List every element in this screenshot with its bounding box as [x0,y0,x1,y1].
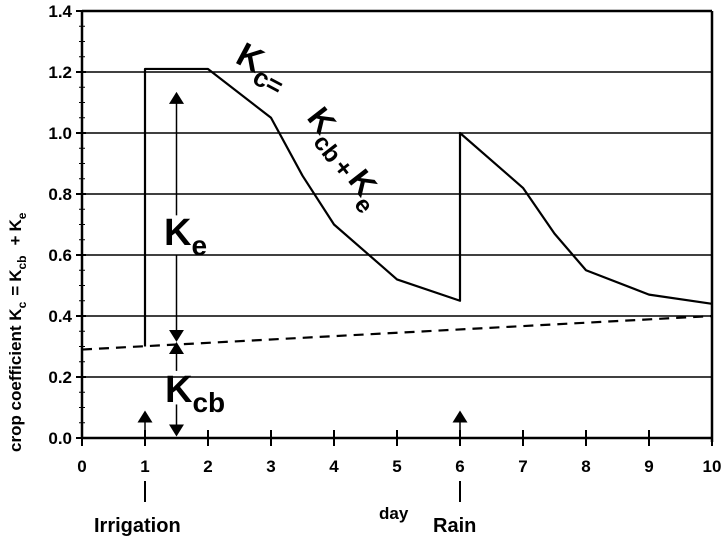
y-tick-label: 1.2 [48,63,72,82]
y-axis-label: crop coefficient Kc=Kcb+Ke [6,212,29,452]
ke-annotation: Ke [164,212,207,261]
x-tick-label: 8 [581,457,590,476]
x-tick-label: 6 [455,457,464,476]
x-tick-label: 7 [518,457,527,476]
x-tick-label: 0 [77,457,86,476]
x-tick-label: 9 [644,457,653,476]
y-tick-label: 1.4 [48,2,72,21]
x-axis-label: day [379,504,409,523]
irrigation-label: Irrigation [94,515,181,537]
sum-annotation: Kcb+Ke [289,100,397,219]
y-tick-label: 0.0 [48,429,72,448]
x-tick-label: 3 [266,457,275,476]
y-tick-label: 1.0 [48,124,72,143]
kcb-annotation: Kcb [165,369,225,418]
y-tick-label: 0.8 [48,185,72,204]
kc-line [143,67,713,347]
x-tick-label: 10 [703,457,722,476]
x-tick-label: 1 [140,457,149,476]
x-tick-label: 4 [329,457,339,476]
x-tick-label: 2 [203,457,212,476]
y-tick-label: 0.4 [48,307,72,326]
kcb-line [81,314,713,351]
x-tick-label: 5 [392,457,401,476]
y-tick-label: 0.2 [48,368,72,387]
rain-label: Rain [433,515,476,537]
y-tick-label: 0.6 [48,246,72,265]
